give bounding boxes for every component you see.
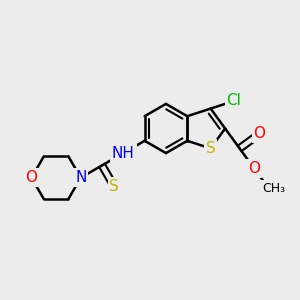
Text: O: O: [26, 170, 38, 185]
Text: N: N: [75, 170, 86, 185]
Text: O: O: [254, 126, 266, 141]
Text: S: S: [206, 141, 215, 156]
Text: Cl: Cl: [226, 94, 242, 109]
Text: S: S: [110, 179, 119, 194]
Text: O: O: [248, 161, 260, 176]
Text: NH: NH: [112, 146, 135, 160]
Text: CH₃: CH₃: [262, 182, 285, 195]
